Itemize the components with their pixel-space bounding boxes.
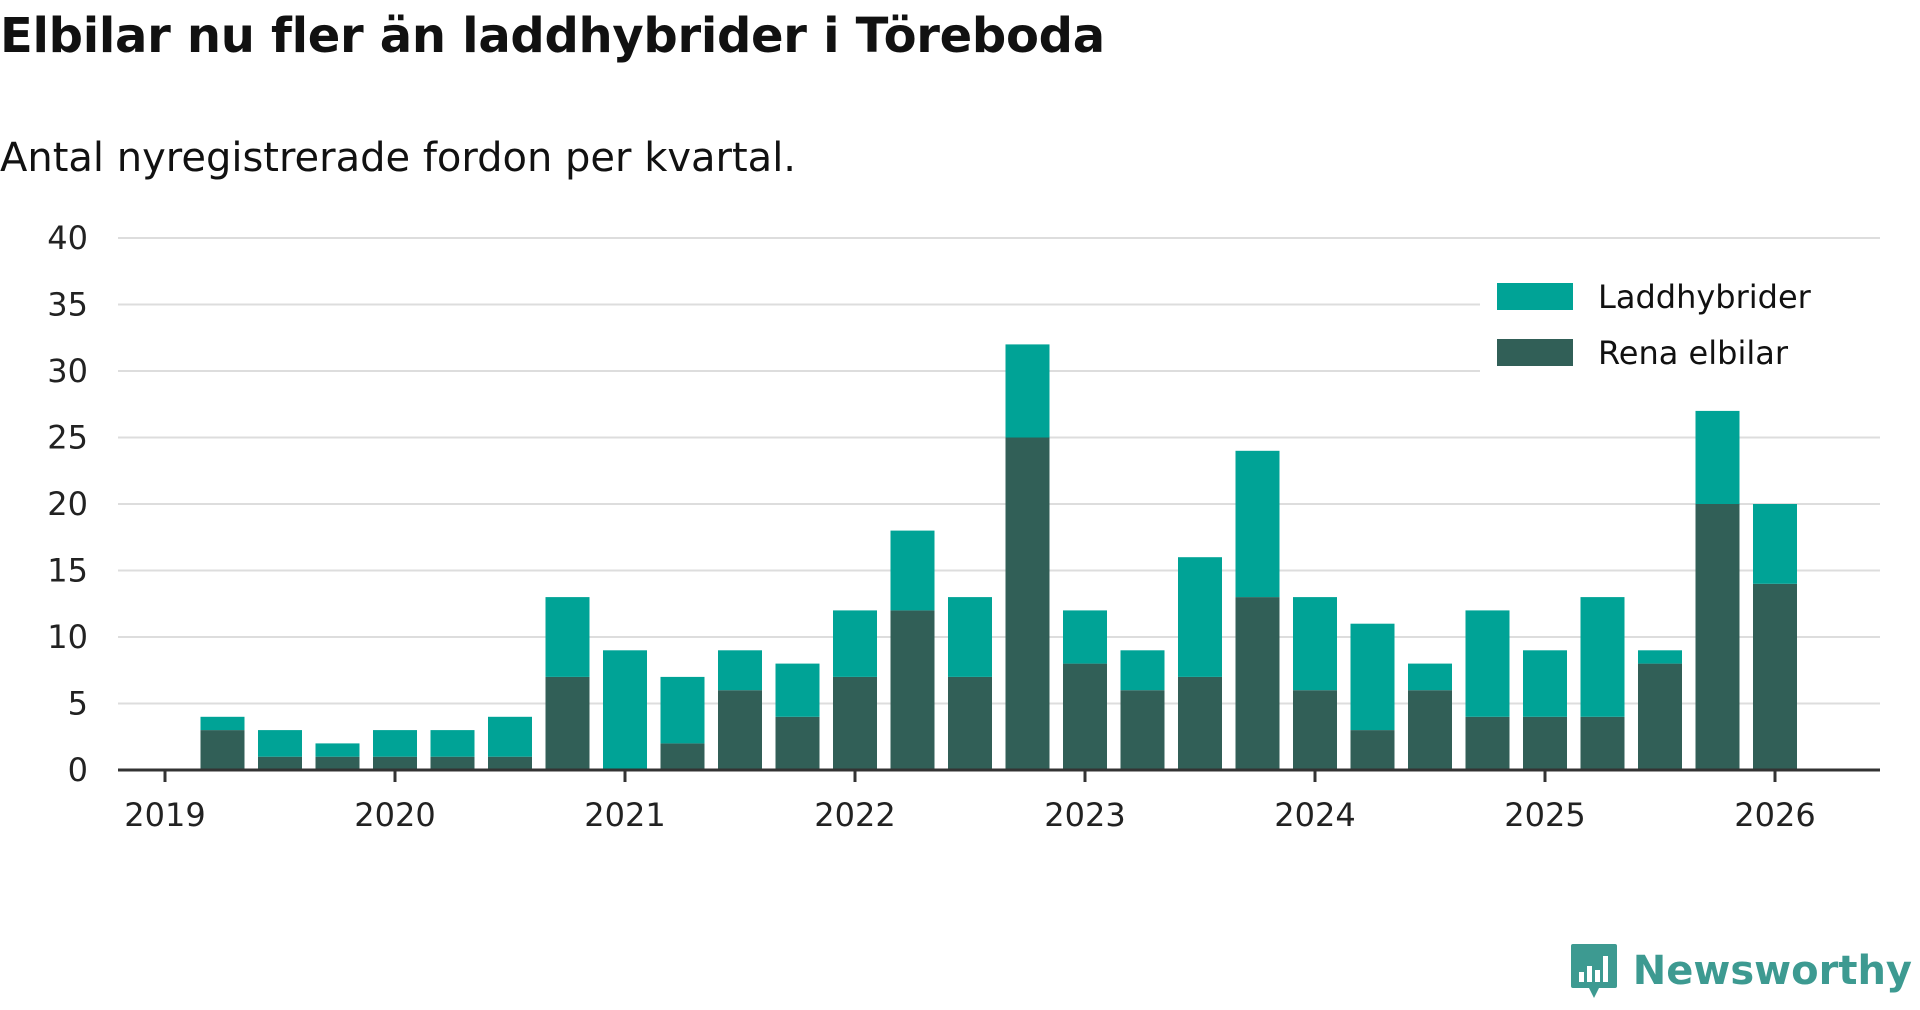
bar-laddhybrider: [1465, 610, 1510, 717]
bar-rena-elbilar: [545, 676, 590, 770]
y-tick-label: 5: [68, 685, 88, 723]
bar-rena-elbilar: [890, 610, 935, 770]
bar-rena-elbilar: [1695, 504, 1740, 770]
bar-rena-elbilar: [775, 716, 820, 770]
bar-laddhybrider: [833, 610, 877, 677]
bar-laddhybrider: [373, 730, 417, 757]
bar-rena-elbilar: [1293, 690, 1337, 770]
x-axis: 2019 2020 2021 2022 2023 2024 2025 2026: [118, 768, 1880, 834]
newsworthy-logo-icon: [1570, 944, 1617, 998]
bar-rena-elbilar: [833, 676, 877, 770]
bar-rena-elbilar: [660, 743, 705, 770]
bars: [200, 344, 1797, 770]
bar-laddhybrider: [258, 730, 302, 757]
bar-laddhybrider: [1753, 504, 1797, 584]
bar-laddhybrider: [948, 597, 992, 677]
x-tick-label: 2026: [1734, 796, 1815, 834]
legend-swatch-laddhybrider: [1497, 283, 1573, 310]
bar-rena-elbilar: [1408, 690, 1452, 770]
bar-rena-elbilar: [315, 756, 360, 770]
bar-rena-elbilar: [718, 690, 762, 770]
bar-rena-elbilar: [1063, 663, 1107, 770]
y-tick-label: 40: [47, 219, 88, 257]
bar-laddhybrider: [1178, 557, 1222, 677]
chart-title: Elbilar nu fler än laddhybrider i Törebo…: [0, 8, 1105, 64]
bar-laddhybrider: [660, 676, 705, 744]
bar-rena-elbilar: [1465, 716, 1510, 770]
y-tick-label: 35: [47, 286, 88, 324]
bar-rena-elbilar: [1638, 663, 1682, 770]
y-tick-label: 10: [47, 618, 88, 656]
y-tick-label: 30: [47, 352, 88, 390]
y-axis-ticks: 0 5 10 15 20 25 30 35 40: [47, 219, 88, 789]
bar-rena-elbilar: [1580, 716, 1625, 770]
bar-rena-elbilar: [948, 676, 992, 770]
bar-laddhybrider: [775, 663, 820, 717]
legend-swatch-rena-elbilar: [1497, 339, 1573, 366]
bar-laddhybrider: [1120, 650, 1165, 691]
bar-laddhybrider: [200, 716, 245, 731]
x-tick-label: 2021: [584, 796, 665, 834]
brand-name: Newsworthy: [1632, 948, 1912, 994]
bar-laddhybrider: [1638, 650, 1682, 664]
bar-rena-elbilar: [488, 756, 532, 770]
y-tick-label: 25: [47, 419, 88, 457]
bar-laddhybrider: [430, 730, 475, 757]
legend-label-rena-elbilar: Rena elbilar: [1598, 334, 1789, 372]
x-tick-label: 2020: [354, 796, 435, 834]
x-tick-label: 2024: [1274, 796, 1355, 834]
bar-laddhybrider: [488, 716, 532, 757]
y-tick-label: 0: [68, 751, 88, 789]
bar-laddhybrider: [1350, 623, 1395, 731]
legend-label-laddhybrider: Laddhybrider: [1598, 278, 1812, 316]
bar-rena-elbilar: [1178, 676, 1222, 770]
bar-rena-elbilar: [1235, 597, 1280, 770]
bar-rena-elbilar: [430, 756, 475, 770]
bar-rena-elbilar: [1350, 730, 1395, 770]
bar-laddhybrider: [890, 530, 935, 611]
bar-laddhybrider: [1580, 597, 1625, 717]
bar-laddhybrider: [315, 743, 360, 757]
brand-logo: Newsworthy: [1569, 942, 1912, 1000]
bar-rena-elbilar: [200, 730, 245, 770]
chart-subtitle: Antal nyregistrerade fordon per kvartal.: [0, 135, 797, 181]
bar-laddhybrider: [1235, 450, 1280, 598]
bar-rena-elbilar: [258, 756, 302, 770]
bar-laddhybrider: [718, 650, 762, 691]
x-tick-label: 2019: [124, 796, 205, 834]
legend: Laddhybrider Rena elbilar: [1480, 260, 1880, 380]
bar-laddhybrider: [603, 650, 647, 770]
x-tick-label: 2023: [1044, 796, 1125, 834]
x-tick-label: 2022: [814, 796, 895, 834]
x-tick-label: 2025: [1504, 796, 1585, 834]
bar-rena-elbilar: [1005, 437, 1050, 770]
bar-rena-elbilar: [1753, 583, 1797, 770]
bar-laddhybrider: [545, 597, 590, 677]
bar-laddhybrider: [1695, 410, 1740, 504]
bar-rena-elbilar: [373, 756, 417, 770]
y-tick-label: 15: [47, 552, 88, 590]
bar-laddhybrider: [1005, 344, 1050, 438]
bar-laddhybrider: [1063, 610, 1107, 664]
bar-laddhybrider: [1293, 597, 1337, 691]
bar-laddhybrider: [1523, 650, 1567, 717]
bar-rena-elbilar: [1523, 716, 1567, 770]
bar-laddhybrider: [1408, 663, 1452, 691]
y-tick-label: 20: [47, 485, 88, 523]
bar-rena-elbilar: [1120, 690, 1165, 770]
